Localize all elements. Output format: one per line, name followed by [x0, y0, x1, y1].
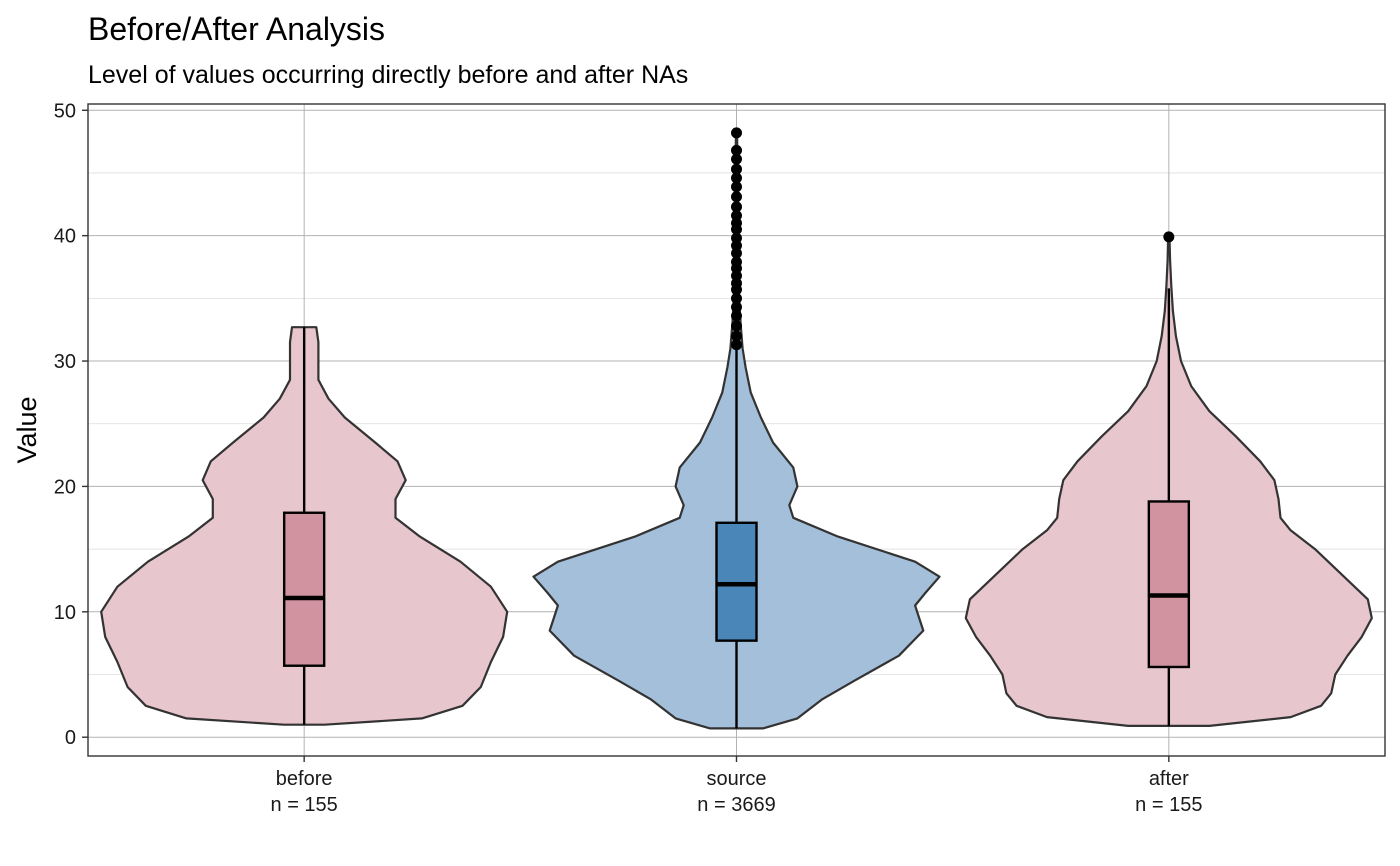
- outlier-point: [731, 339, 742, 351]
- outlier-point: [731, 153, 742, 165]
- outlier-point: [731, 292, 742, 304]
- outlier-point: [731, 247, 742, 259]
- x-tick-label: after: [1149, 768, 1189, 790]
- outlier-point: [731, 240, 742, 252]
- y-tick-label: 40: [54, 226, 76, 248]
- y-tick-label: 50: [54, 100, 76, 122]
- y-axis-label: Value: [12, 396, 42, 463]
- outlier-point: [731, 201, 742, 213]
- x-axis: before n = 155 source n = 3669 after n = 155: [271, 756, 1202, 816]
- outlier-point: [731, 310, 742, 322]
- outlier-point: [731, 330, 742, 342]
- x-count-label: n = 155: [271, 794, 338, 816]
- outlier-point: [731, 301, 742, 313]
- x-tick-label: before: [276, 768, 333, 790]
- x-count-label: n = 155: [1135, 794, 1202, 816]
- outlier-point: [731, 144, 742, 156]
- y-tick-label: 0: [65, 727, 76, 749]
- outlier-point: [731, 191, 742, 203]
- violins: [100, 127, 1373, 730]
- outlier-point: [731, 181, 742, 193]
- outlier-point: [731, 256, 742, 268]
- chart-subtitle: Level of values occurring directly befor…: [88, 61, 688, 89]
- y-tick-label: 20: [54, 476, 76, 498]
- chart-title: Before/After Analysis: [88, 11, 385, 47]
- outlier-point: [731, 270, 742, 282]
- violin-source: [532, 127, 941, 730]
- outlier-point: [731, 232, 742, 244]
- y-tick-label: 10: [54, 602, 76, 624]
- x-count-label: n = 3669: [697, 794, 775, 816]
- box-iqr: [282, 511, 326, 667]
- violin-after: [964, 231, 1373, 727]
- outlier-point: [731, 172, 742, 184]
- y-axis: 0 10 20 30 40 50: [54, 100, 88, 749]
- outlier-point: [731, 210, 742, 222]
- y-tick-label: 30: [54, 351, 76, 373]
- outlier-point: [731, 163, 742, 175]
- outlier-point: [731, 217, 742, 229]
- outlier-point: [731, 127, 742, 139]
- box-iqr: [715, 521, 758, 642]
- violin-before: [100, 326, 509, 726]
- x-tick-label: source: [706, 768, 766, 790]
- outlier-point: [1163, 231, 1175, 243]
- outlier-point: [731, 320, 742, 332]
- box-iqr: [1147, 500, 1191, 669]
- outlier-point: [731, 277, 742, 289]
